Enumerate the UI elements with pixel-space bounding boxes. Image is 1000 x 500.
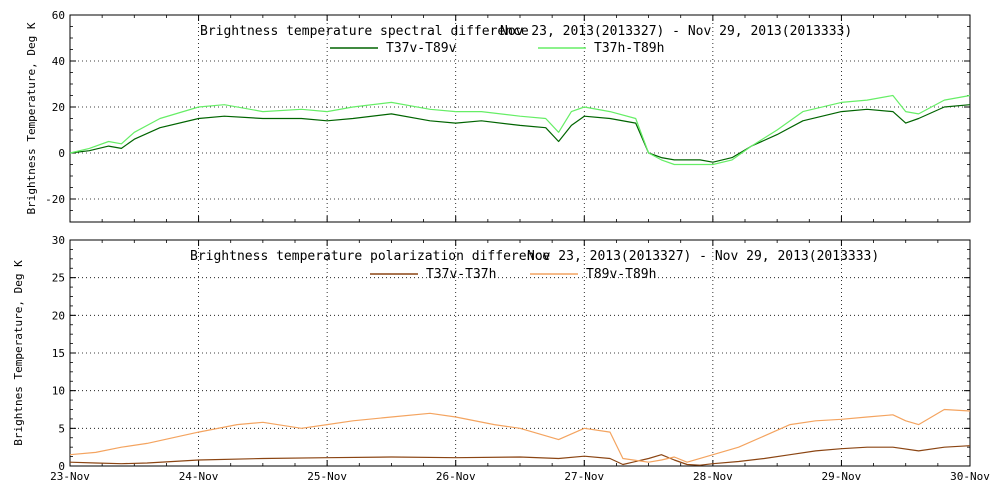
legend-label: T37v-T37h bbox=[426, 267, 496, 282]
legend-label: T37h-T89h bbox=[594, 41, 664, 56]
y-tick-label: 60 bbox=[52, 9, 65, 22]
date-range-top: Nov 23, 2013(2013327) - Nov 29, 2013(201… bbox=[500, 24, 852, 39]
legend-top: T37v-T89v T37h-T89h bbox=[330, 41, 664, 56]
y-tick-label: 20 bbox=[52, 101, 65, 114]
y-tick-label: 15 bbox=[52, 347, 65, 360]
legend-label: T37v-T89v bbox=[386, 41, 457, 56]
y-ticks-top: -20 0 20 40 60 bbox=[45, 9, 970, 223]
y-tick-label: 25 bbox=[52, 272, 65, 285]
y-tick-label: 0 bbox=[58, 147, 65, 160]
x-tick-label: 27-Nov bbox=[564, 470, 604, 483]
x-tick-label: 30-Nov bbox=[950, 470, 990, 483]
series-group-top bbox=[69, 94, 971, 166]
x-tick-label: 29-Nov bbox=[822, 470, 862, 483]
spectral-difference-panel: -20 0 20 40 60 Brightness temperature spectr… bbox=[25, 9, 971, 223]
y-ticks-bottom: 0 5 10 15 20 25 30 bbox=[52, 234, 970, 473]
y-tick-label: 40 bbox=[52, 55, 65, 68]
polarization-difference-panel: 0 5 10 15 20 25 30 23-Nov 24-Nov 25-Nov 26-Nov 27-… bbox=[12, 234, 990, 483]
date-range-bottom: Nov 23, 2013(2013327) - Nov 29, 2013(201… bbox=[527, 249, 879, 264]
y-tick-label: 10 bbox=[52, 385, 65, 398]
series-line-T89v-T89h bbox=[69, 408, 971, 463]
y-tick-label: 30 bbox=[52, 234, 65, 247]
y-tick-label: 0 bbox=[58, 460, 65, 473]
y-axis-label-top: Brightness Temperature, Deg K bbox=[25, 22, 38, 214]
legend-bottom: T37v-T37h T89v-T89h bbox=[370, 267, 656, 282]
legend-label: T89v-T89h bbox=[586, 267, 656, 282]
y-tick-label: -20 bbox=[45, 193, 65, 206]
gridlines-bottom bbox=[70, 240, 970, 466]
y-tick-label: 20 bbox=[52, 309, 65, 322]
y-axis-label-bottom: Brightnes Temperature, Deg K bbox=[12, 260, 25, 446]
x-tick-label: 28-Nov bbox=[693, 470, 733, 483]
y-tick-label: 5 bbox=[58, 422, 65, 435]
series-line-T37h-T89h bbox=[69, 94, 971, 166]
x-tick-label: 25-Nov bbox=[307, 470, 347, 483]
x-tick-label: 26-Nov bbox=[436, 470, 476, 483]
chart-title-bottom: Brightness temperature polarization diff… bbox=[190, 249, 550, 264]
gridlines-top bbox=[70, 15, 970, 222]
x-ticks-bottom: 23-Nov 24-Nov 25-Nov 26-Nov 27-Nov 28-Nov 29-N… bbox=[50, 240, 990, 483]
series-line-T37v-T37h bbox=[69, 445, 971, 466]
x-tick-label: 23-Nov bbox=[50, 470, 90, 483]
series-group-bottom bbox=[69, 408, 971, 466]
x-ticks-top bbox=[69, 15, 971, 222]
series-line-T37v-T89v bbox=[69, 104, 971, 163]
chart-title-top: Brightness temperature spectral differen… bbox=[200, 24, 529, 39]
x-tick-label: 24-Nov bbox=[179, 470, 219, 483]
